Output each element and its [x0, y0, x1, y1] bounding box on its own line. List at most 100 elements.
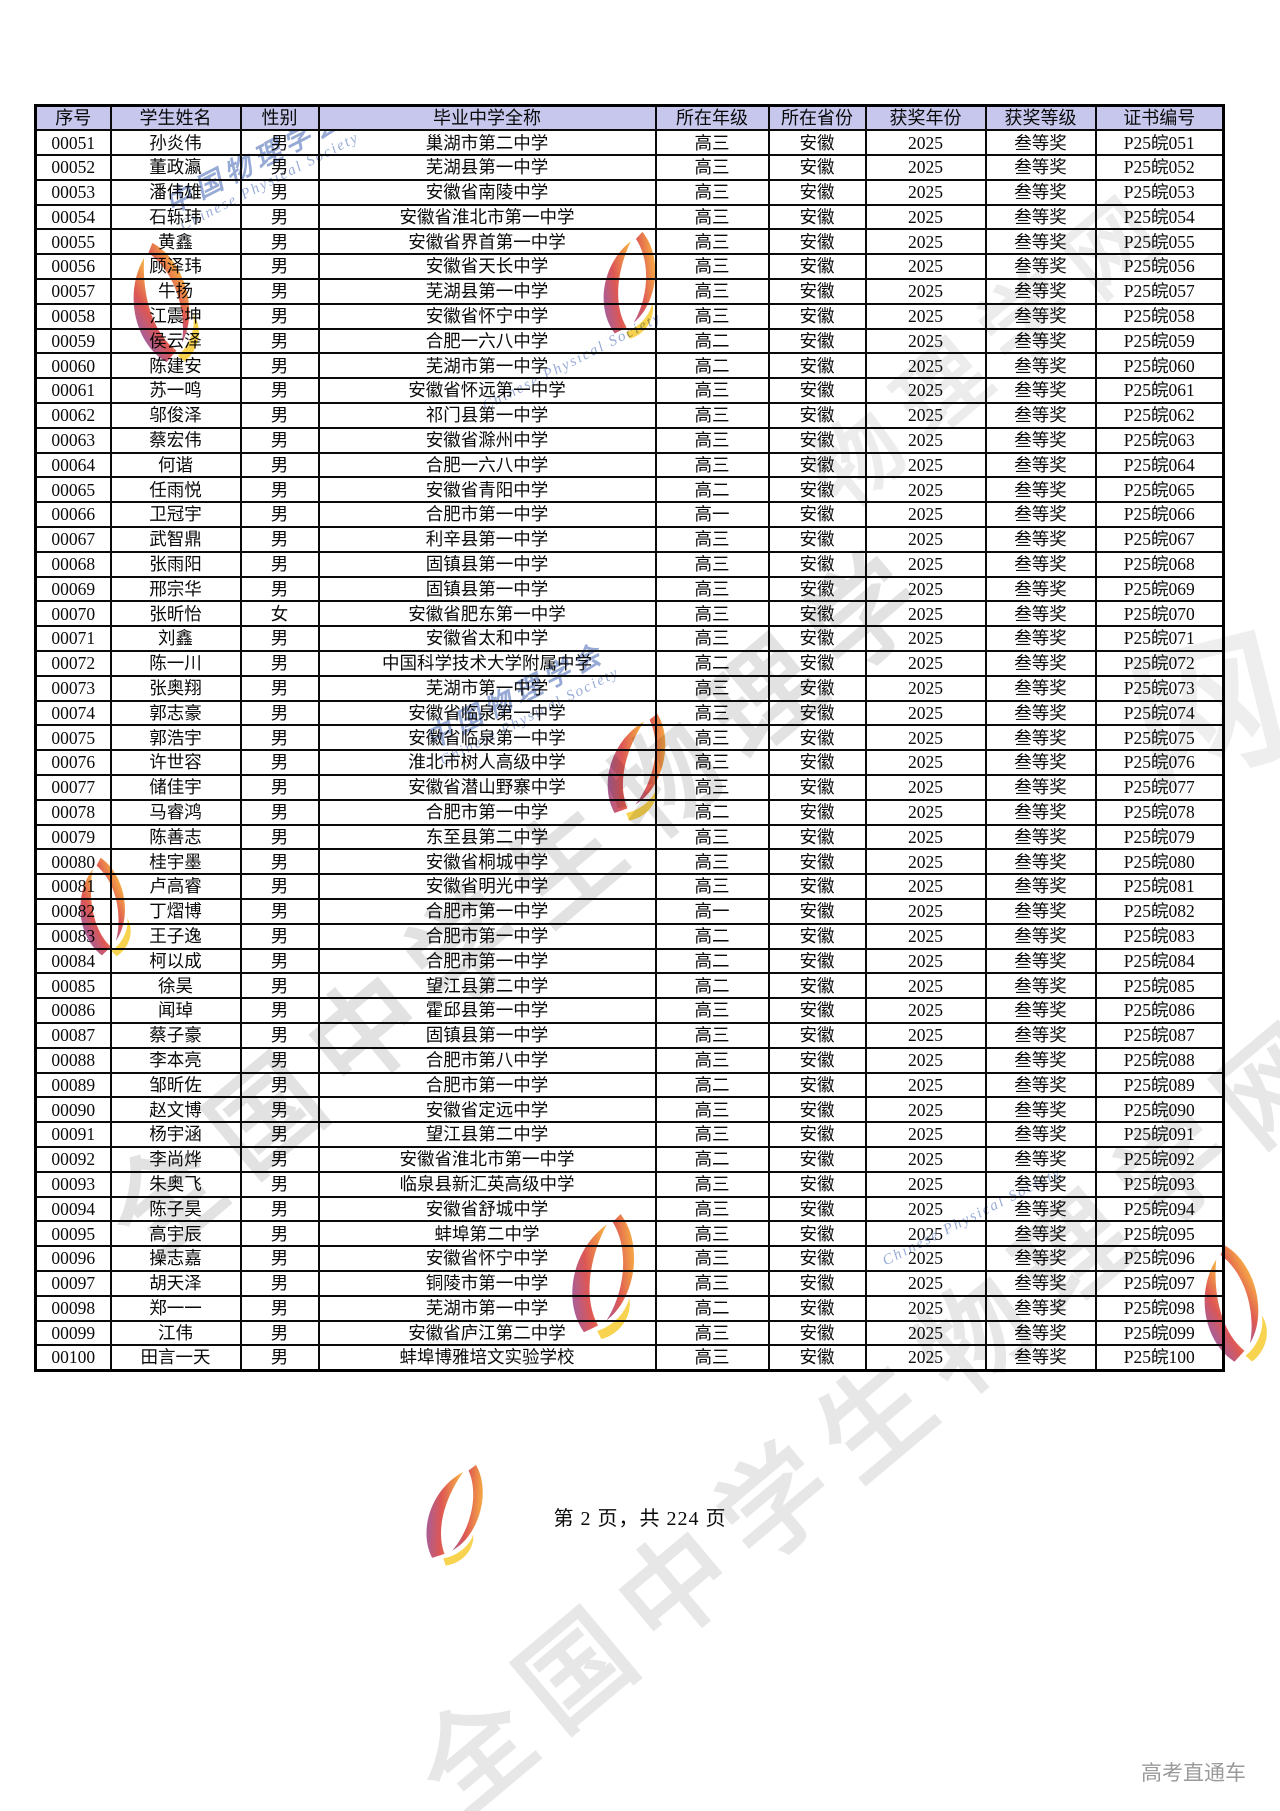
- table-cell: 00059: [34, 327, 112, 355]
- table-cell: 刘鑫: [109, 625, 242, 653]
- table-cell: P25皖076: [1094, 749, 1225, 777]
- table-cell: 安徽省庐江第二中学: [317, 1319, 657, 1347]
- table-cell: 安徽: [767, 278, 867, 305]
- table-cell: 安徽: [767, 823, 867, 851]
- table-cell: 叁等奖: [984, 575, 1097, 603]
- table-cell: 高二: [654, 922, 770, 950]
- table-cell: 安徽: [767, 972, 867, 1000]
- table-cell: 安徽: [767, 426, 867, 454]
- table-row: 00100 田言一天男蚌埠博雅培文实验学校 高三 安徽 2025 叁等奖 P25皖100: [34, 1344, 1225, 1372]
- column-header: 性别: [239, 104, 320, 132]
- table-row: 00099 江伟男安徽省庐江第二中学 高三 安徽 2025 叁等奖 P25皖099: [34, 1319, 1225, 1347]
- table-cell: P25皖100: [1094, 1344, 1225, 1372]
- table-cell: P25皖083: [1094, 922, 1225, 950]
- table-cell: 2025: [864, 997, 987, 1024]
- table-cell: 芜湖市第一中学: [317, 1294, 657, 1322]
- table-cell: 高三: [654, 203, 770, 231]
- table-cell: P25皖096: [1094, 1245, 1225, 1272]
- table-cell: 00054: [34, 203, 112, 231]
- table-cell: 高三: [654, 278, 770, 305]
- table-cell: 叁等奖: [984, 1294, 1097, 1322]
- table-cell: 安徽: [767, 550, 867, 578]
- table-cell: P25皖068: [1094, 550, 1225, 578]
- table-cell: 叁等奖: [984, 1220, 1097, 1248]
- table-cell: 2025: [864, 501, 987, 529]
- table-cell: 合肥市第一中学: [317, 898, 657, 925]
- table-cell: 男: [239, 1121, 320, 1148]
- table-cell: 高二: [654, 947, 770, 975]
- table-cell: 高三: [654, 451, 770, 479]
- table-cell: 00055: [34, 228, 112, 256]
- table-cell: 张奥翔: [109, 674, 242, 702]
- table-cell: 男: [239, 501, 320, 529]
- table-cell: 叁等奖: [984, 278, 1097, 305]
- table-cell: 00079: [34, 823, 112, 851]
- table-cell: 叁等奖: [984, 625, 1097, 653]
- table-cell: 男: [239, 426, 320, 454]
- table-row: 00056 顾泽玮男安徽省天长中学 高三 安徽 2025 叁等奖 P25皖056: [34, 253, 1225, 281]
- table-cell: P25皖054: [1094, 203, 1225, 231]
- table-cell: 安徽: [767, 699, 867, 727]
- table-cell: 叁等奖: [984, 1121, 1097, 1148]
- table-row: 00059 侯云泽男合肥一六八中学 高二 安徽 2025 叁等奖 P25皖059: [34, 327, 1225, 355]
- table-cell: 望江县第二中学: [317, 1121, 657, 1148]
- table-cell: 00062: [34, 402, 112, 429]
- table-cell: 郑一一: [109, 1294, 242, 1322]
- table-cell: P25皖077: [1094, 774, 1225, 801]
- table-cell: 男: [239, 253, 320, 281]
- table-row: 00069 邢宗华男固镇县第一中学 高三 安徽 2025 叁等奖 P25皖069: [34, 575, 1225, 603]
- table-cell: 固镇县第一中学: [317, 550, 657, 578]
- column-header: 序号: [34, 104, 112, 132]
- table-cell: 芜湖市第一中学: [317, 352, 657, 380]
- table-cell: P25皖052: [1094, 154, 1225, 181]
- table-cell: 00074: [34, 699, 112, 727]
- table-cell: 男: [239, 178, 320, 206]
- table-cell: 高三: [654, 526, 770, 553]
- header-row: 序号 学生姓名 性别 毕业中学全称 所在年级 所在省份 获奖年份 获奖等级 证书编号: [34, 104, 1225, 132]
- table-cell: 张昕怡: [109, 600, 242, 628]
- table-cell: 赵文博: [109, 1096, 242, 1124]
- table-cell: P25皖065: [1094, 476, 1225, 504]
- table-cell: 00061: [34, 377, 112, 405]
- table-cell: 安徽: [767, 600, 867, 628]
- table-cell: 叁等奖: [984, 1046, 1097, 1074]
- table-cell: 男: [239, 1145, 320, 1173]
- table-cell: 霍邱县第一中学: [317, 997, 657, 1024]
- table-cell: 00073: [34, 674, 112, 702]
- table-cell: 安徽: [767, 674, 867, 702]
- table-cell: 2025: [864, 426, 987, 454]
- table-cell: 叁等奖: [984, 898, 1097, 925]
- table-row: 00055 黄鑫男安徽省界首第一中学 高三 安徽 2025 叁等奖 P25皖055: [34, 228, 1225, 256]
- table-cell: P25皖074: [1094, 699, 1225, 727]
- table-cell: 丁熠博: [109, 898, 242, 925]
- table-cell: 2025: [864, 451, 987, 479]
- table-cell: 男: [239, 798, 320, 826]
- table-cell: 高三: [654, 129, 770, 157]
- table-cell: 00063: [34, 426, 112, 454]
- table-cell: 2025: [864, 1245, 987, 1272]
- table-cell: P25皖084: [1094, 947, 1225, 975]
- table-cell: 安徽: [767, 228, 867, 256]
- table-row: 00057 牛扬男芜湖县第一中学 高三 安徽 2025 叁等奖 P25皖057: [34, 278, 1225, 305]
- table-cell: P25皖088: [1094, 1046, 1225, 1074]
- table-cell: 2025: [864, 848, 987, 876]
- column-header: 获奖年份: [864, 104, 987, 132]
- table-cell: 男: [239, 526, 320, 553]
- table-cell: 固镇县第一中学: [317, 1021, 657, 1049]
- table-cell: 男: [239, 154, 320, 181]
- table-cell: P25皖063: [1094, 426, 1225, 454]
- table-cell: 男: [239, 823, 320, 851]
- table-cell: 男: [239, 377, 320, 405]
- table-cell: 00056: [34, 253, 112, 281]
- table-cell: 东至县第二中学: [317, 823, 657, 851]
- table-cell: 安徽: [767, 922, 867, 950]
- table-cell: 2025: [864, 154, 987, 181]
- table-cell: 叁等奖: [984, 501, 1097, 529]
- table-cell: P25皖089: [1094, 1071, 1225, 1099]
- table-cell: 2025: [864, 1046, 987, 1074]
- table-cell: 安徽: [767, 1096, 867, 1124]
- table-cell: 安徽: [767, 724, 867, 752]
- table-cell: 蚌埠博雅培文实验学校: [317, 1344, 657, 1372]
- table-cell: 2025: [864, 526, 987, 553]
- table-cell: P25皖060: [1094, 352, 1225, 380]
